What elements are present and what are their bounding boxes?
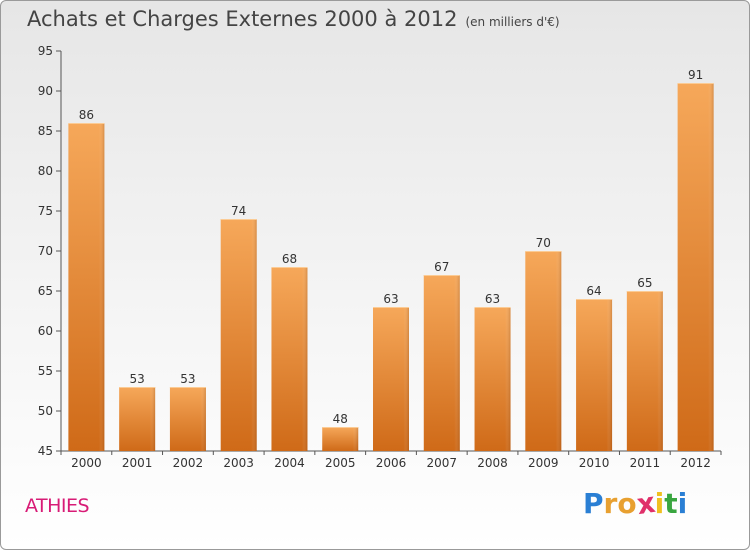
x-tick-label: 2012 (680, 456, 711, 470)
value-label-2000: 86 (79, 108, 94, 122)
logo-letter: t (664, 487, 678, 520)
axes: 45 50 55 60 65 70 75 80 85 90 95 2000 2001 2002 2003 20… (38, 44, 722, 470)
bar-shade-2012 (677, 83, 714, 451)
logo-letter: x (634, 485, 657, 522)
chart-title-text: Achats et Charges Externes 2000 à 2012 (27, 7, 458, 31)
y-tick-label: 60 (38, 324, 53, 338)
bar-shade-2007 (423, 275, 460, 451)
y-tick-label: 50 (38, 404, 53, 418)
value-label-2002: 53 (180, 372, 195, 386)
value-label-2008: 63 (485, 292, 500, 306)
value-label-2012: 91 (688, 68, 703, 82)
x-tick-label: 2002 (173, 456, 204, 470)
bar-shade-2006 (373, 307, 409, 451)
value-label-2004: 68 (282, 252, 297, 266)
bars (68, 83, 714, 451)
value-label-2009: 70 (536, 236, 551, 250)
bar-shade-2001 (119, 387, 156, 451)
y-tick-label: 75 (38, 204, 53, 218)
y-tick-label: 65 (38, 284, 53, 298)
logo-letter: P (583, 487, 604, 520)
proxiti-logo: Proxiti (583, 485, 688, 522)
value-label-2011: 65 (637, 276, 652, 290)
bar-shade-2005 (322, 427, 359, 451)
x-tick-label: 2003 (223, 456, 254, 470)
value-label-2003: 74 (231, 204, 246, 218)
x-tick-label: 2000 (71, 456, 102, 470)
bar-shade-2003 (220, 219, 257, 451)
bar-shade-2002 (169, 387, 206, 451)
y-tick-label: 45 (38, 444, 53, 458)
logo-letter: i (677, 487, 688, 520)
value-labels: 86 53 53 74 68 48 63 67 63 70 64 65 91 (79, 68, 704, 426)
y-tick-label: 90 (38, 84, 53, 98)
x-tick-label: 2011 (630, 456, 661, 470)
x-tick-label: 2004 (274, 456, 305, 470)
y-tick-label: 80 (38, 164, 53, 178)
x-tick-label: 2006 (376, 456, 407, 470)
chart-title: Achats et Charges Externes 2000 à 2012 (e… (27, 7, 560, 31)
value-label-2010: 64 (586, 284, 601, 298)
x-tick-label: 2008 (477, 456, 508, 470)
x-tick-label: 2010 (579, 456, 610, 470)
logo-letter: o (617, 487, 637, 520)
x-tick-label: 2005 (325, 456, 356, 470)
value-label-2001: 53 (130, 372, 145, 386)
commune-name: ATHIES (25, 495, 90, 517)
bar-shade-2000 (68, 123, 105, 451)
bar-shade-2009 (525, 251, 562, 451)
bar-shade-2010 (576, 299, 613, 451)
x-tick-label: 2009 (528, 456, 559, 470)
value-label-2006: 63 (383, 292, 398, 306)
value-label-2005: 48 (333, 412, 348, 426)
bar-shade-2008 (474, 307, 511, 451)
chart-subtitle: (en milliers d'€) (465, 15, 560, 29)
y-tick-label: 95 (38, 44, 53, 58)
value-label-2007: 67 (434, 260, 449, 274)
y-tick-label: 70 (38, 244, 53, 258)
logo-letter: r (603, 487, 618, 520)
y-tick-label: 85 (38, 124, 53, 138)
bar-shade-2004 (271, 267, 308, 451)
bar-shade-2011 (626, 291, 663, 451)
y-tick-label: 55 (38, 364, 53, 378)
logo-letter: i (654, 487, 665, 520)
x-tick-label: 2007 (426, 456, 457, 470)
x-tick-label: 2001 (122, 456, 153, 470)
